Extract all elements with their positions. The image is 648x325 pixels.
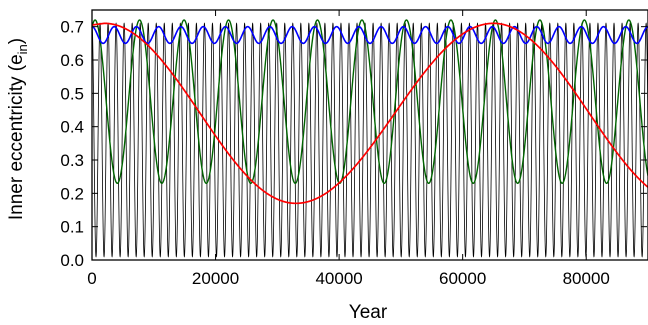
y-axis-title: Inner eccentricity (ein) [6,38,30,220]
ticks-layer [91,10,647,261]
x-tick-label: 0 [87,269,96,288]
x-tick-label: 40000 [315,269,362,288]
x-axis-title: Year [349,302,388,323]
y-tick-label: 0.0 [60,251,84,270]
y-tick-label: 0.1 [60,218,84,237]
y-tick-label: 0.2 [60,184,84,203]
series-layer [91,19,648,258]
series-red-line [91,22,648,205]
plot-frame [91,9,648,261]
series-green-line [91,19,648,185]
y-tick-label: 0.3 [60,151,84,170]
y-axis-title-close: ) [6,38,27,44]
y-tick-labels: 0.0 0.1 0.2 0.3 0.4 0.5 0.6 0.7 [60,18,84,270]
y-axis-title-subscript: in [15,44,30,54]
x-tick-label: 20000 [192,269,239,288]
y-tick-label: 0.4 [60,118,84,137]
x-tick-label: 80000 [563,269,610,288]
y-tick-label: 0.5 [60,84,84,103]
series-blue-line [91,25,648,45]
x-tick-labels: 0 20000 40000 60000 80000 [87,269,610,288]
y-axis-title-main: Inner eccentricity (e [6,54,27,220]
x-tick-label: 60000 [439,269,486,288]
series-black-line [91,22,648,258]
y-tick-label: 0.7 [60,18,84,37]
y-tick-label: 0.6 [60,51,84,70]
